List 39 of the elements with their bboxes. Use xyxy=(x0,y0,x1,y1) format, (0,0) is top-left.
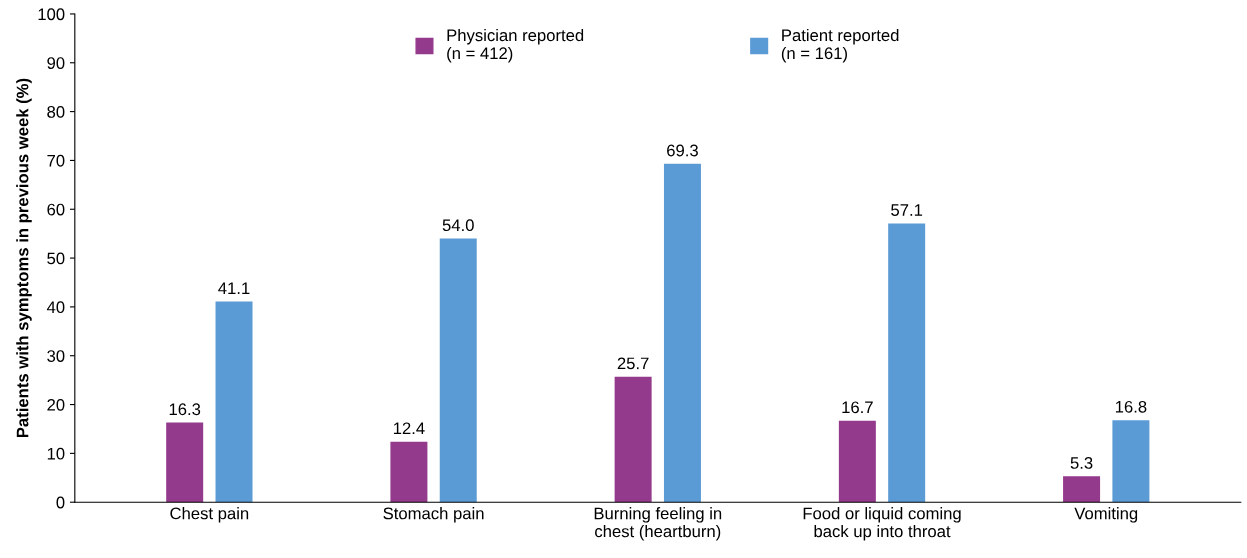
y-tick-label: 80 xyxy=(47,106,65,118)
y-tick-label: 90 xyxy=(47,57,65,69)
bar xyxy=(390,441,428,503)
y-tick-label: 40 xyxy=(46,301,65,314)
bar xyxy=(215,301,253,503)
x-tick-label: Burning feeling in chest (heartburn) xyxy=(594,507,722,541)
data-label: 16.7 xyxy=(842,401,873,414)
data-label: 69.3 xyxy=(667,144,698,157)
data-label: 12.4 xyxy=(393,422,425,435)
y-tick-label: 0 xyxy=(56,496,65,509)
bar xyxy=(888,223,926,503)
bar xyxy=(1063,476,1101,503)
bar xyxy=(838,420,876,503)
data-label: 16.8 xyxy=(1115,400,1147,413)
y-tick-label: 50 xyxy=(47,252,65,265)
bar xyxy=(663,163,701,503)
x-tick-label: Vomiting xyxy=(1074,507,1138,523)
data-label: 5.3 xyxy=(1070,457,1093,469)
bar xyxy=(439,238,477,503)
y-axis-title: Patients with symptoms in previous week (%) xyxy=(16,78,32,438)
bar xyxy=(614,376,652,503)
y-tick-label: 60 xyxy=(47,203,65,216)
legend-label: Patient reported (n = 161) xyxy=(781,28,899,63)
legend-label: Physician reported (n = 412) xyxy=(447,28,584,63)
y-tick-label: 20 xyxy=(47,398,65,411)
y-tick-label: 10 xyxy=(47,447,65,460)
x-tick-label: Stomach pain xyxy=(383,507,484,523)
data-label: 25.7 xyxy=(617,357,649,370)
bar xyxy=(166,422,204,503)
data-label: 57.1 xyxy=(891,204,923,216)
y-tick-label: 100 xyxy=(38,8,65,21)
data-label: 16.3 xyxy=(169,403,201,416)
x-tick-label: Food or liquid coming back up into throat xyxy=(803,507,961,541)
data-label: 54.0 xyxy=(442,219,474,232)
data-label: 41.1 xyxy=(218,282,250,294)
bar xyxy=(1112,420,1150,503)
x-tick-label: Chest pain xyxy=(170,507,249,523)
y-tick-label: 30 xyxy=(47,350,65,362)
y-tick-label: 70 xyxy=(47,154,65,167)
